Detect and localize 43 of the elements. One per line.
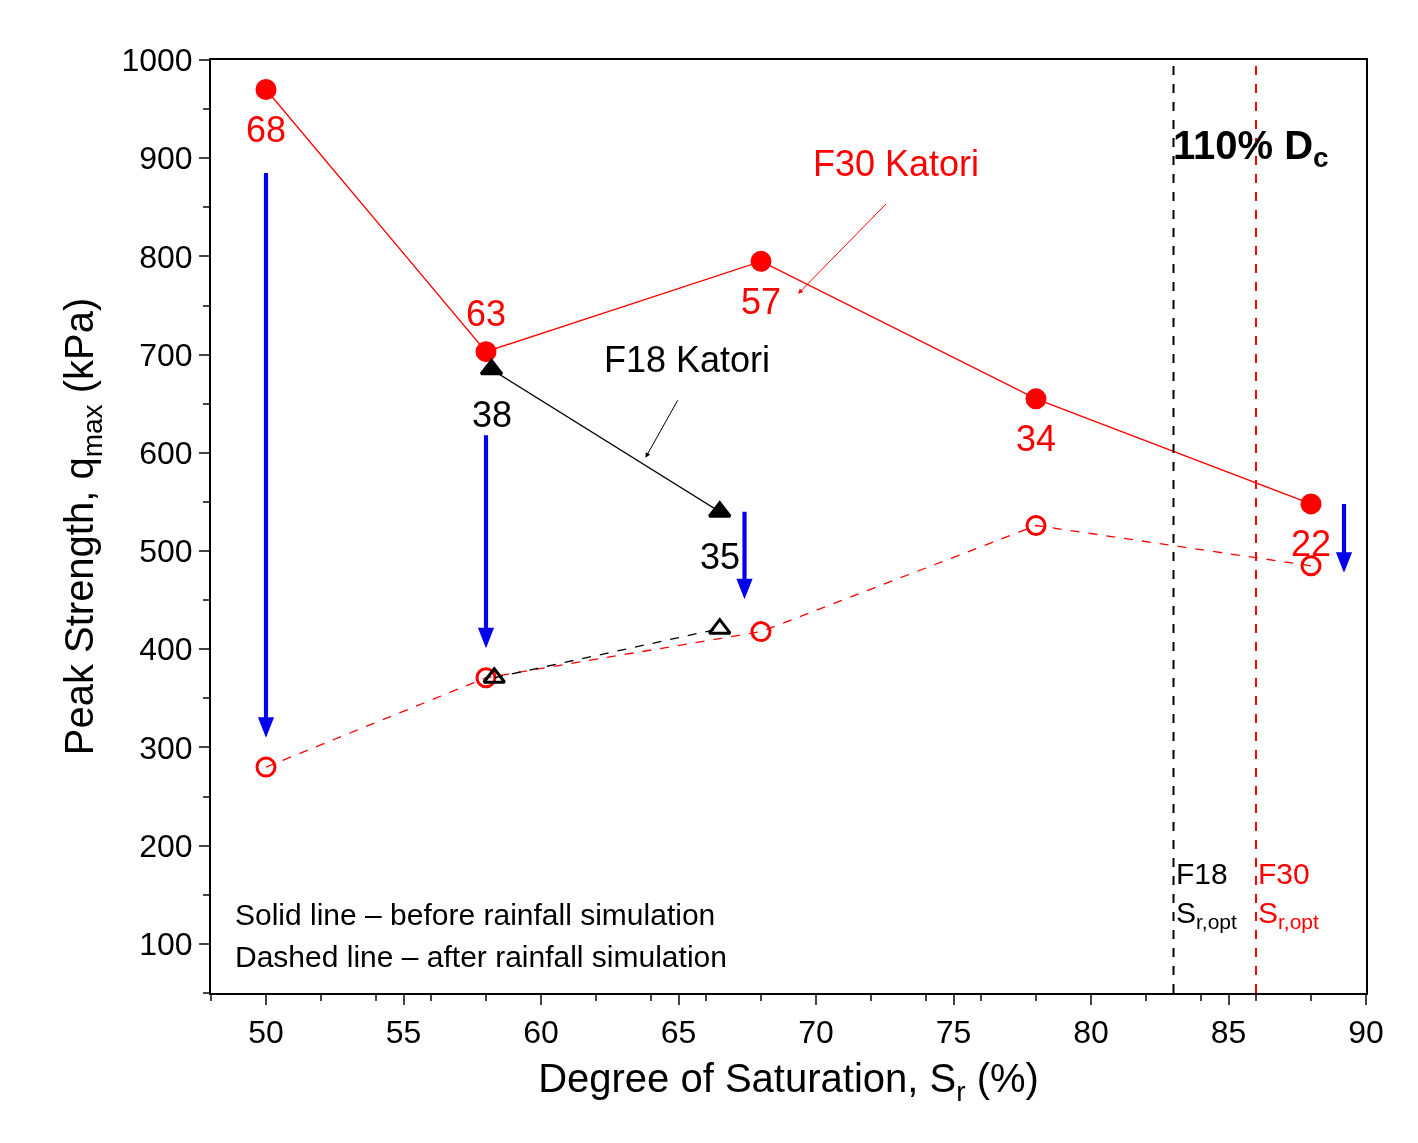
x-tick-label: 50 [248, 1014, 284, 1051]
point [1025, 388, 1047, 410]
x-tick-label: 80 [1073, 1014, 1109, 1051]
x-tick-label: 60 [523, 1014, 559, 1051]
annotation: Solid line – before rainfall simulation [235, 898, 716, 931]
annotation: 38 [472, 394, 513, 435]
annotation: 68 [246, 109, 287, 150]
annotation: 63 [466, 293, 507, 334]
x-tick-label: 85 [1210, 1014, 1247, 1051]
point [1300, 493, 1322, 515]
annotation: F18 Katori [604, 339, 771, 380]
y-tick-label: 100 [139, 926, 193, 963]
x-axis-title: Degree of Saturation, S$_{r}$ (%) [538, 1056, 1039, 1107]
annotation: 34 [1016, 418, 1057, 459]
y-tick-label: 300 [139, 729, 193, 766]
annotation: 110% D$_{c}$ [1173, 123, 1329, 174]
point [255, 756, 277, 778]
x-tick-label: 70 [798, 1014, 834, 1051]
x-tick-label: 55 [385, 1014, 422, 1051]
annotation: 35 [700, 536, 741, 577]
annotation: F30 Katori [813, 143, 980, 184]
annotation: Dashed line – after rainfall simulation [235, 940, 727, 973]
y-tick-label: 900 [139, 140, 193, 177]
ref-line-label: F18 S$_{r,opt}$ [1176, 857, 1238, 934]
y-tick-label: 700 [139, 336, 193, 373]
y-tick-label: 1000 [121, 42, 193, 79]
point [750, 621, 772, 643]
x-tick-label: 75 [935, 1014, 972, 1051]
point [1025, 515, 1047, 537]
x-tick-label: 65 [660, 1014, 697, 1051]
point [475, 341, 497, 363]
annotation: 57 [741, 281, 782, 322]
y-tick-label: 500 [139, 533, 193, 570]
point [255, 78, 277, 100]
annotation: 22 [1291, 523, 1332, 564]
y-tick-label: 400 [139, 631, 193, 668]
point [750, 250, 772, 272]
y-tick-label: 200 [139, 827, 193, 864]
x-tick-label: 90 [1348, 1014, 1384, 1051]
y-tick-label: 600 [139, 435, 193, 472]
point [1300, 555, 1322, 577]
ref-line-label: F30 S$_{r,opt}$ [1258, 857, 1320, 934]
y-tick-label: 800 [139, 238, 193, 275]
